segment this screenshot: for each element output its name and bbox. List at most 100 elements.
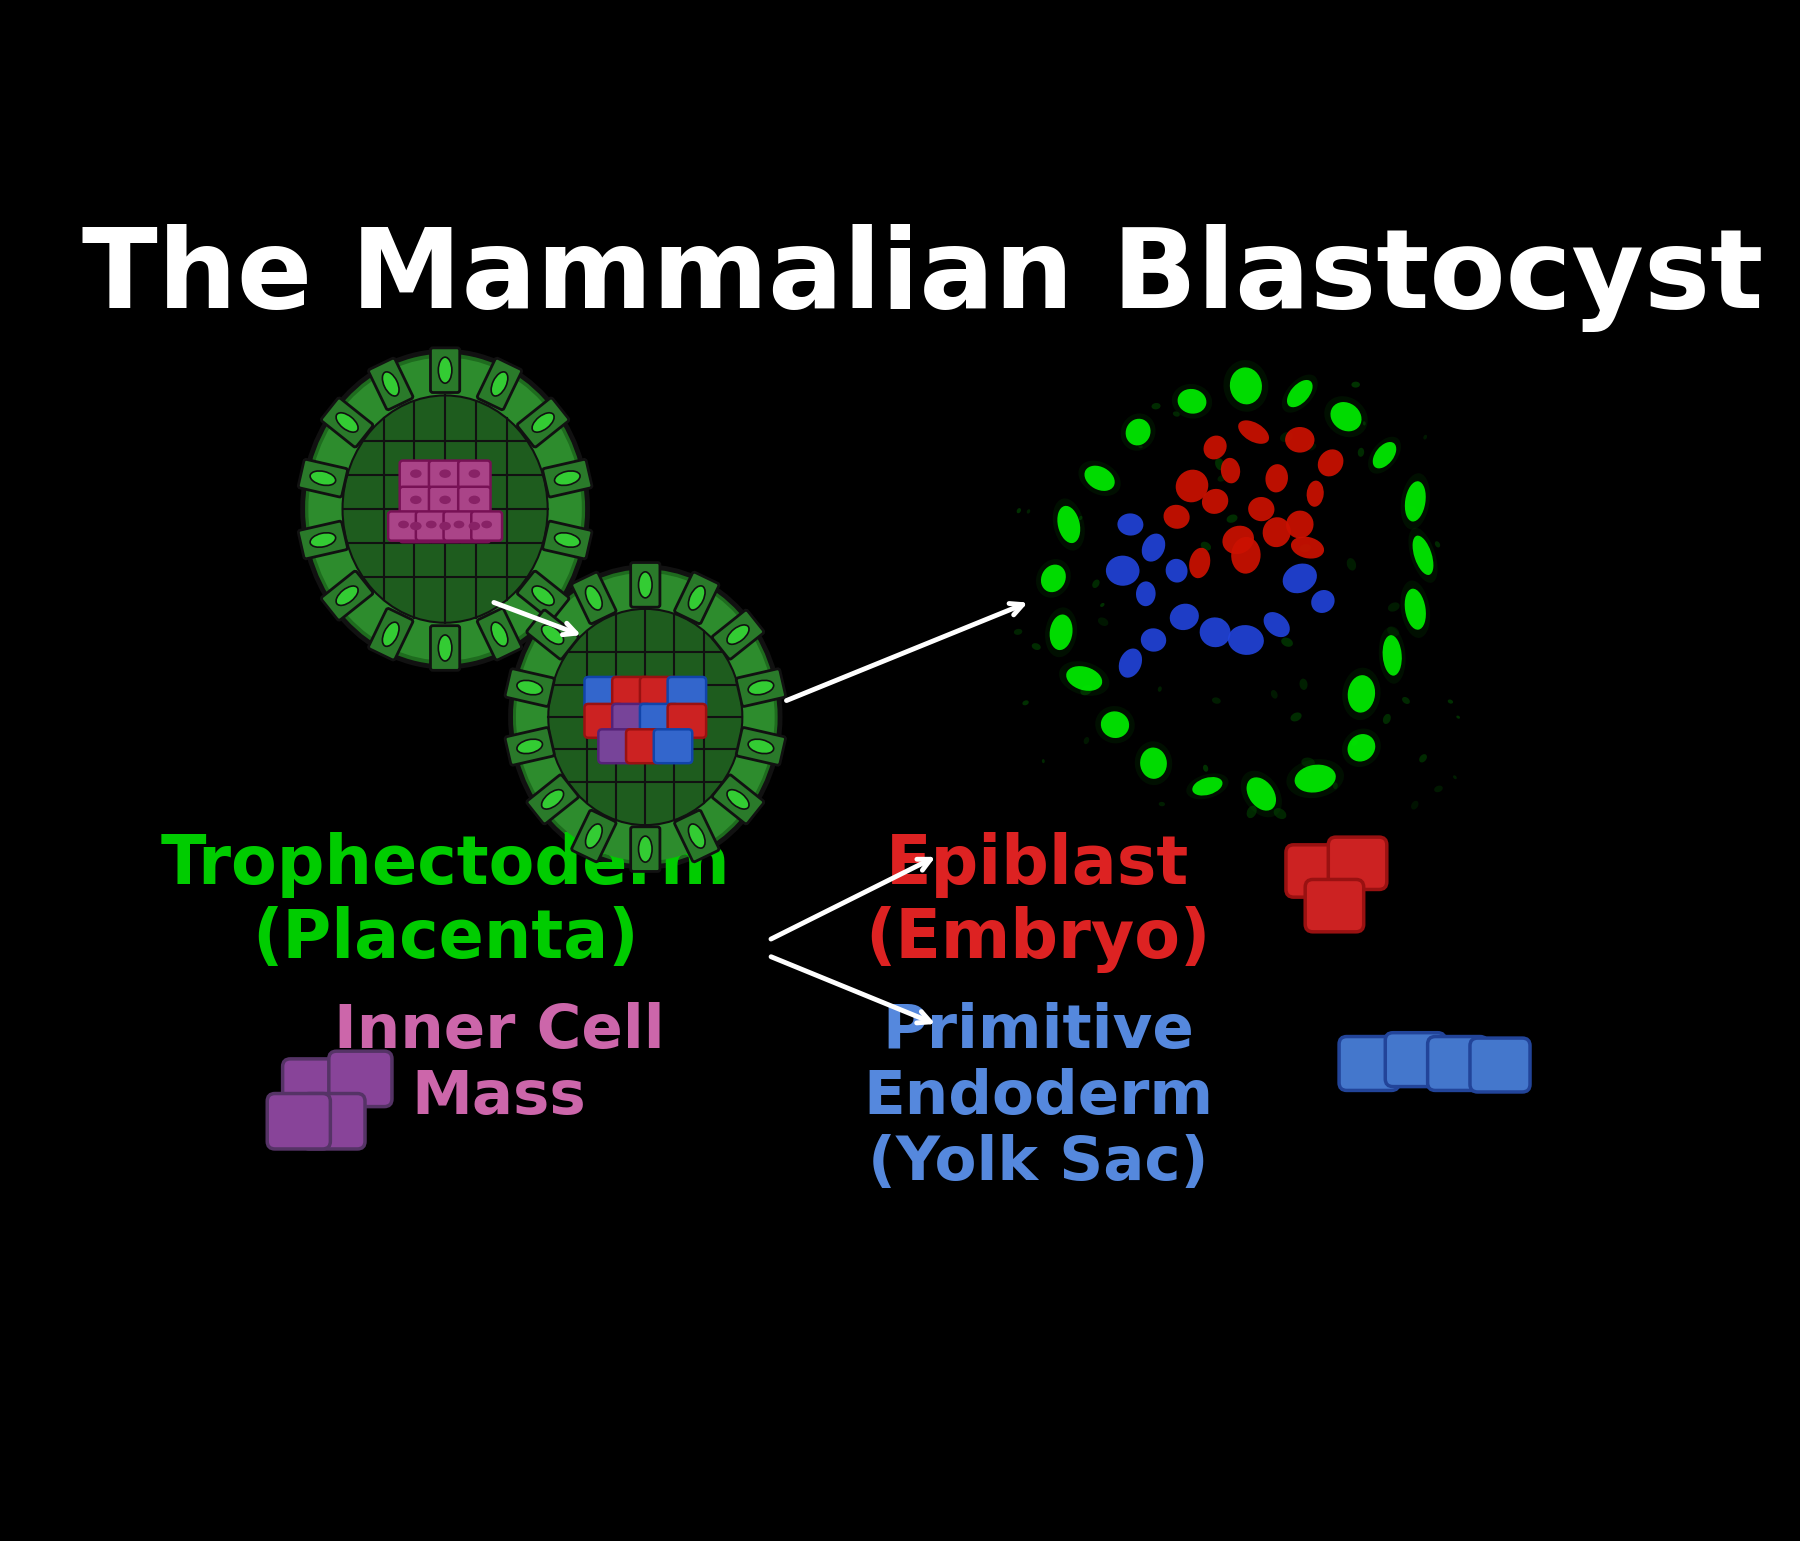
Ellipse shape <box>1177 388 1206 413</box>
FancyBboxPatch shape <box>329 1051 392 1106</box>
Ellipse shape <box>1334 783 1337 789</box>
Ellipse shape <box>1202 488 1228 513</box>
Ellipse shape <box>1357 448 1364 456</box>
Ellipse shape <box>1037 559 1071 598</box>
Ellipse shape <box>1352 382 1361 388</box>
Ellipse shape <box>382 623 400 646</box>
Ellipse shape <box>1453 775 1456 780</box>
Ellipse shape <box>1291 712 1301 721</box>
Ellipse shape <box>549 609 742 824</box>
Ellipse shape <box>542 626 563 644</box>
Ellipse shape <box>491 371 508 396</box>
Ellipse shape <box>1136 581 1156 606</box>
Ellipse shape <box>1078 516 1082 521</box>
Ellipse shape <box>1057 505 1080 542</box>
Ellipse shape <box>410 496 421 504</box>
Ellipse shape <box>1220 458 1240 484</box>
Ellipse shape <box>1424 435 1427 439</box>
FancyBboxPatch shape <box>598 729 637 763</box>
Ellipse shape <box>1300 678 1307 690</box>
FancyBboxPatch shape <box>459 513 491 542</box>
Ellipse shape <box>1400 581 1431 638</box>
FancyBboxPatch shape <box>430 626 459 670</box>
Ellipse shape <box>1219 618 1224 623</box>
Ellipse shape <box>639 572 652 598</box>
Ellipse shape <box>517 573 774 861</box>
Ellipse shape <box>1301 758 1314 767</box>
FancyBboxPatch shape <box>477 358 522 410</box>
FancyBboxPatch shape <box>459 461 491 490</box>
Ellipse shape <box>1215 458 1224 470</box>
FancyBboxPatch shape <box>527 610 578 660</box>
Ellipse shape <box>1017 509 1021 513</box>
Ellipse shape <box>1157 686 1161 692</box>
FancyBboxPatch shape <box>612 704 650 738</box>
Ellipse shape <box>1026 509 1030 513</box>
Ellipse shape <box>1310 590 1334 613</box>
FancyBboxPatch shape <box>713 775 763 824</box>
FancyBboxPatch shape <box>369 358 412 410</box>
Ellipse shape <box>310 533 335 547</box>
FancyBboxPatch shape <box>428 487 461 516</box>
Ellipse shape <box>491 623 508 646</box>
FancyBboxPatch shape <box>668 676 706 710</box>
Ellipse shape <box>1413 536 1433 575</box>
Ellipse shape <box>1175 470 1208 502</box>
Ellipse shape <box>1229 367 1262 404</box>
FancyBboxPatch shape <box>1427 1037 1487 1091</box>
Ellipse shape <box>308 358 581 661</box>
Ellipse shape <box>1163 505 1190 529</box>
Ellipse shape <box>1040 564 1066 592</box>
Ellipse shape <box>1330 402 1361 431</box>
Ellipse shape <box>517 681 542 695</box>
FancyBboxPatch shape <box>400 513 432 542</box>
Ellipse shape <box>1307 481 1323 507</box>
Ellipse shape <box>1141 533 1165 561</box>
Ellipse shape <box>1262 518 1291 547</box>
Ellipse shape <box>1408 527 1438 582</box>
FancyBboxPatch shape <box>736 669 785 706</box>
Ellipse shape <box>1246 786 1251 791</box>
Ellipse shape <box>481 521 491 529</box>
Ellipse shape <box>1139 747 1166 778</box>
Ellipse shape <box>427 521 437 529</box>
FancyBboxPatch shape <box>572 572 616 624</box>
Ellipse shape <box>468 470 481 478</box>
FancyBboxPatch shape <box>322 398 373 447</box>
FancyBboxPatch shape <box>443 512 475 541</box>
FancyBboxPatch shape <box>544 459 592 498</box>
Ellipse shape <box>1204 436 1226 459</box>
Ellipse shape <box>533 413 554 431</box>
FancyBboxPatch shape <box>299 459 347 498</box>
Ellipse shape <box>1053 498 1085 550</box>
Ellipse shape <box>1247 806 1256 818</box>
FancyBboxPatch shape <box>713 610 763 660</box>
Ellipse shape <box>1102 712 1129 738</box>
FancyBboxPatch shape <box>517 572 569 621</box>
Text: Inner Cell
Mass: Inner Cell Mass <box>333 1002 664 1126</box>
Ellipse shape <box>410 470 421 478</box>
Ellipse shape <box>1291 536 1325 558</box>
Ellipse shape <box>639 837 652 861</box>
Ellipse shape <box>1382 635 1402 675</box>
FancyBboxPatch shape <box>527 775 578 824</box>
Ellipse shape <box>511 567 779 868</box>
FancyBboxPatch shape <box>641 704 679 738</box>
Ellipse shape <box>302 351 587 667</box>
FancyBboxPatch shape <box>585 704 623 738</box>
Ellipse shape <box>1418 754 1427 763</box>
Ellipse shape <box>1138 445 1143 448</box>
Ellipse shape <box>1121 413 1156 452</box>
Ellipse shape <box>533 586 554 606</box>
Ellipse shape <box>1282 374 1318 413</box>
Ellipse shape <box>1066 666 1102 690</box>
Ellipse shape <box>1343 667 1381 720</box>
Ellipse shape <box>1022 700 1030 706</box>
Ellipse shape <box>1352 740 1357 746</box>
FancyBboxPatch shape <box>653 729 693 763</box>
Ellipse shape <box>727 789 749 809</box>
FancyBboxPatch shape <box>430 348 459 393</box>
FancyBboxPatch shape <box>1386 1032 1445 1086</box>
FancyBboxPatch shape <box>472 512 502 541</box>
Ellipse shape <box>1141 629 1166 652</box>
